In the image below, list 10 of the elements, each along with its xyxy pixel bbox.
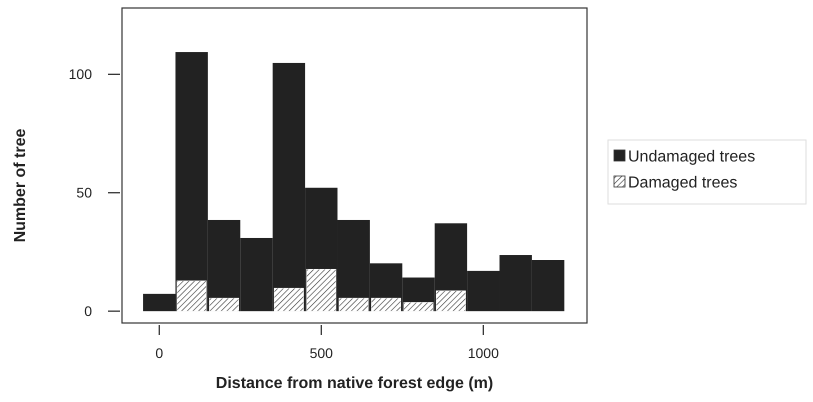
x-axis-title: Distance from native forest edge (m) <box>216 375 494 392</box>
x-tick-label: 0 <box>155 345 164 361</box>
y-tick-label: 0 <box>84 303 92 320</box>
x-tick-label: 500 <box>310 345 334 361</box>
legend-label: Damaged trees <box>628 174 738 192</box>
y-tick-label: 50 <box>76 184 92 201</box>
y-tick-label: 100 <box>68 66 92 82</box>
legend-label: Undamaged trees <box>628 148 756 166</box>
x-tick-label: 1000 <box>468 345 500 361</box>
y-axis-title: Number of tree <box>12 128 29 242</box>
